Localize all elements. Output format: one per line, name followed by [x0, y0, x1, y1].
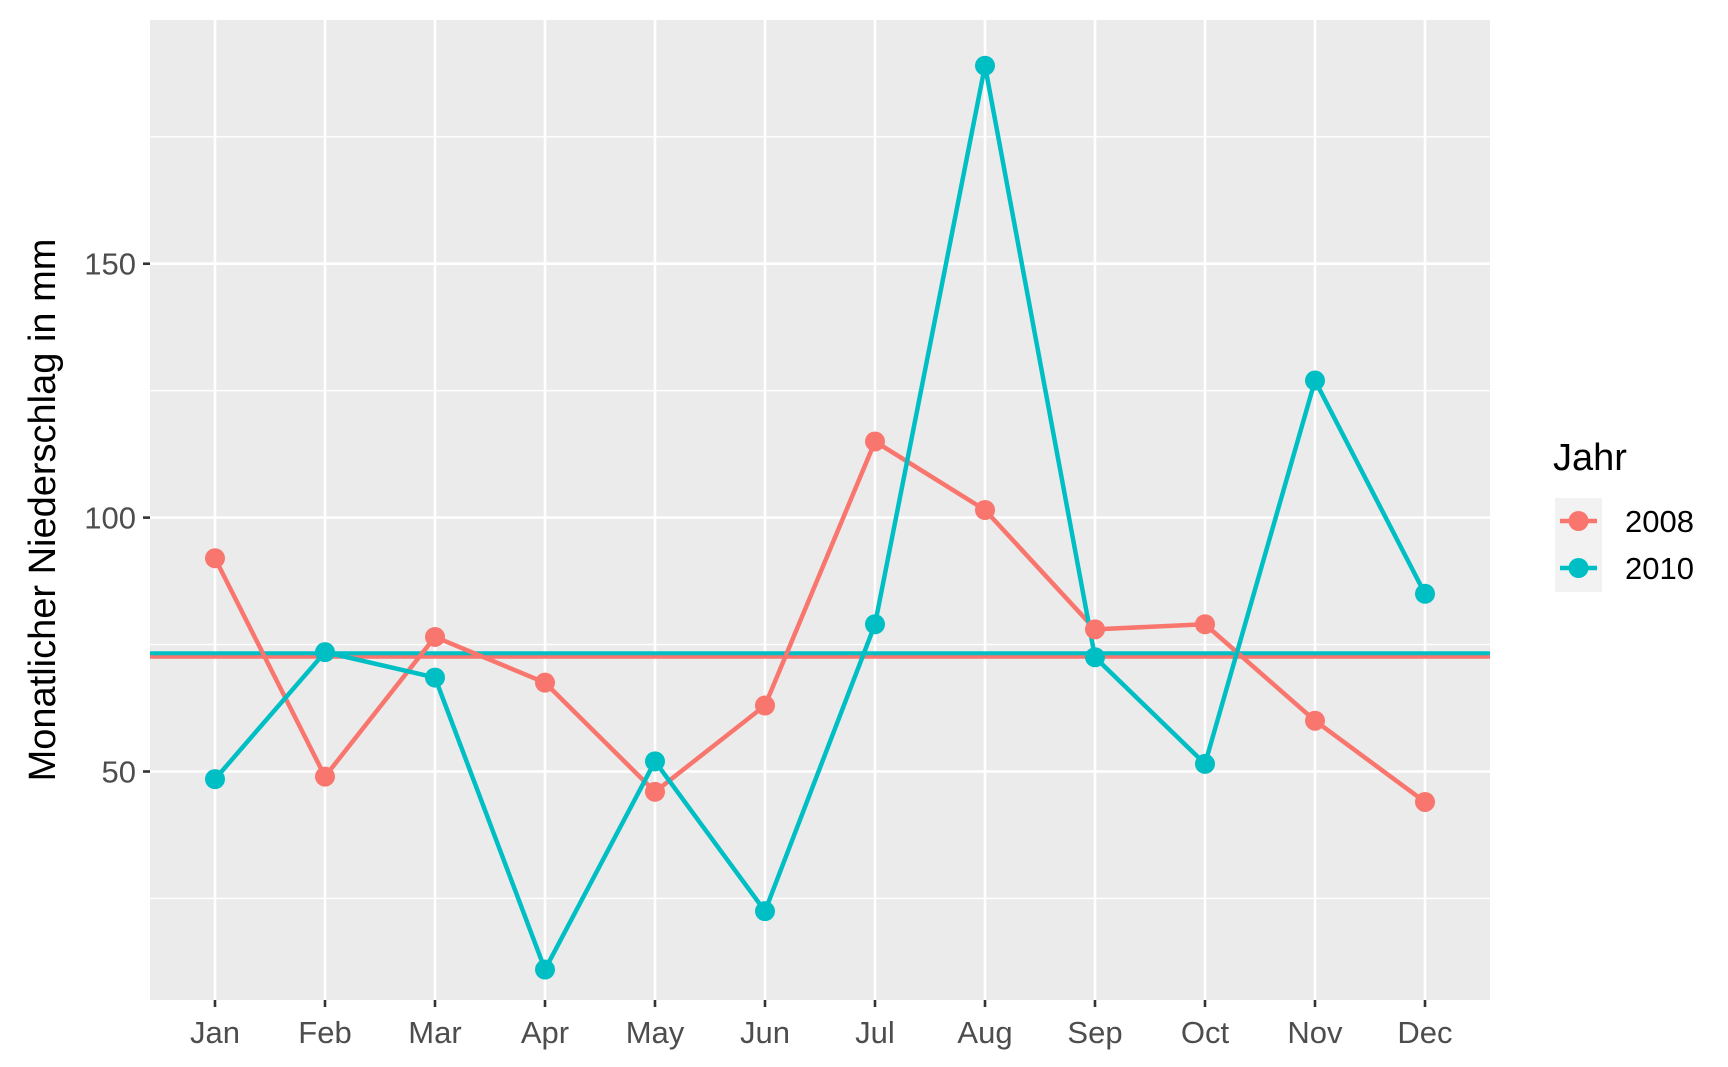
x-tick-label: Dec — [1397, 1015, 1452, 1050]
x-tick-label: Nov — [1287, 1015, 1343, 1050]
series-line-2008 — [212, 439, 1427, 804]
series-line-2010 — [213, 63, 1427, 972]
legend-key-point — [1568, 511, 1589, 531]
data-point-2008 — [975, 500, 995, 520]
data-point-2010 — [865, 614, 885, 635]
x-tick-label: Oct — [1181, 1015, 1230, 1050]
x-tick-label: Mar — [408, 1015, 461, 1050]
x-tick-label: Aug — [957, 1015, 1012, 1050]
data-point-2008 — [1305, 710, 1325, 731]
data-point-2010 — [975, 55, 995, 76]
y-tick-label: 50 — [102, 755, 136, 790]
data-point-2008 — [535, 672, 555, 693]
data-point-2008 — [425, 626, 445, 647]
grid-minor — [150, 136, 1490, 900]
series-lines — [212, 63, 1427, 972]
y-tick-label: 150 — [84, 247, 136, 282]
data-point-2008 — [315, 766, 335, 787]
data-point-2010 — [1085, 647, 1105, 668]
series-points — [205, 55, 1435, 980]
x-tick-label: May — [626, 1015, 685, 1050]
data-point-2008 — [645, 781, 665, 802]
legend-key-point — [1568, 558, 1589, 578]
data-point-2008 — [755, 695, 775, 716]
legend-label-2010: 2010 — [1625, 551, 1694, 586]
data-point-2010 — [1415, 583, 1435, 604]
data-point-2010 — [645, 751, 665, 772]
data-point-2008 — [1415, 791, 1435, 812]
data-point-2010 — [755, 901, 775, 922]
legend: Jahr 2008 2010 — [1553, 437, 1694, 592]
data-point-2008 — [1085, 619, 1105, 640]
data-point-2010 — [205, 769, 225, 790]
data-point-2010 — [1305, 370, 1325, 391]
legend-title: Jahr — [1553, 437, 1627, 479]
y-axis: 50 100 150 — [84, 247, 150, 790]
data-point-2010 — [315, 642, 335, 663]
x-tick-label: Sep — [1067, 1015, 1122, 1050]
x-tick-label: Apr — [521, 1015, 569, 1050]
x-tick-label: Feb — [298, 1015, 351, 1050]
x-tick-label: Jun — [740, 1015, 790, 1050]
mean-lines — [150, 651, 1490, 659]
x-tick-label: Jul — [855, 1015, 895, 1050]
x-axis: Jan Feb Mar Apr May Jun Jul Aug Sep Oct Nov Dec — [190, 1000, 1453, 1050]
data-point-2008 — [865, 431, 885, 452]
data-point-2010 — [535, 959, 555, 980]
plot-panel — [150, 20, 1490, 1000]
data-point-2010 — [1195, 753, 1215, 774]
data-point-2010 — [425, 667, 445, 688]
y-tick-label: 100 — [84, 501, 136, 536]
data-point-2008 — [205, 548, 225, 569]
x-tick-label: Jan — [190, 1015, 240, 1050]
data-point-2008 — [1195, 614, 1215, 635]
legend-label-2008: 2008 — [1625, 504, 1694, 539]
legend-keys: 2008 2010 — [1555, 498, 1694, 592]
y-axis-title: Monatlicher Niederschlag in mm — [22, 239, 64, 782]
